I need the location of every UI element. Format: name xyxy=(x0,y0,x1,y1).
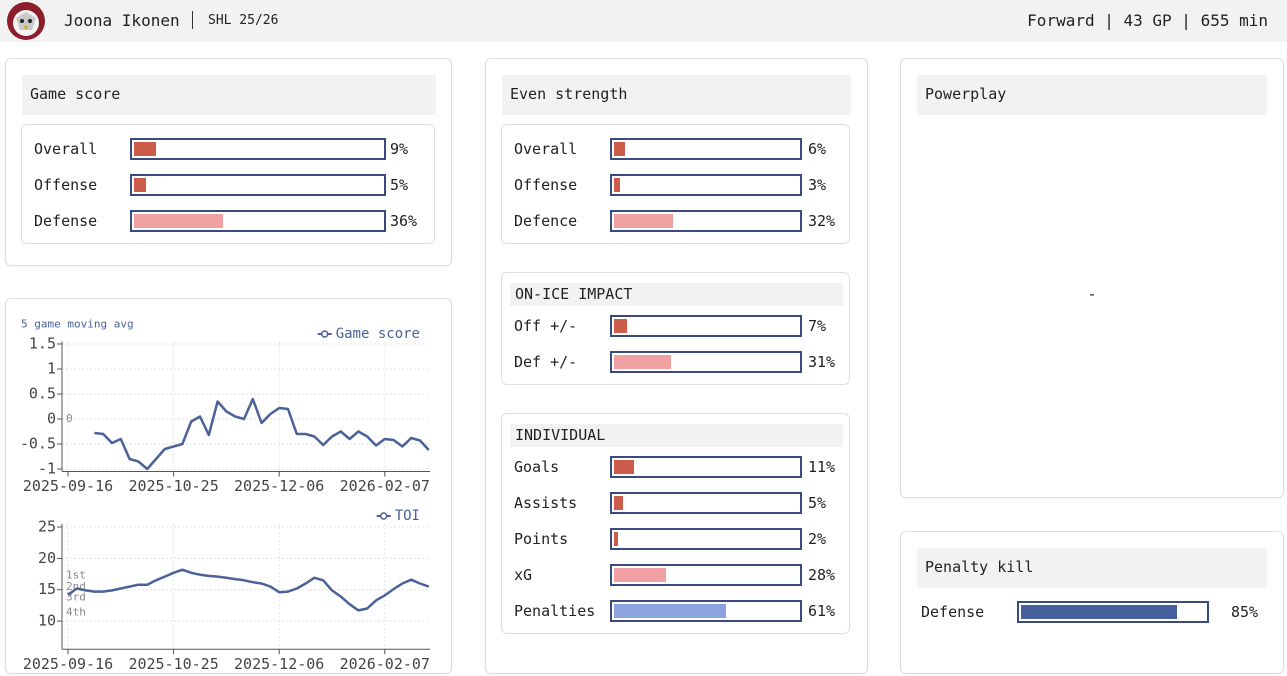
value-label: 2% xyxy=(808,530,827,548)
powerplay-panel: Powerplay - xyxy=(900,58,1284,498)
team-logo xyxy=(7,2,45,40)
bar-track xyxy=(610,456,802,478)
bar xyxy=(614,319,627,333)
bar-track xyxy=(610,351,802,373)
row-label: Defense xyxy=(921,603,985,621)
row-label: Def +/- xyxy=(514,353,578,371)
bar xyxy=(614,214,673,228)
bar xyxy=(614,142,626,156)
bar-track xyxy=(610,492,802,514)
row-label: Assists xyxy=(514,494,578,512)
row-label: xG xyxy=(514,566,533,584)
bar xyxy=(1021,605,1178,619)
row-label: Offense xyxy=(514,176,578,194)
bar-track xyxy=(130,138,386,160)
empty-value: - xyxy=(1087,285,1097,303)
bar-track xyxy=(610,600,802,622)
bar xyxy=(134,178,147,192)
row-label: Overall xyxy=(34,140,98,158)
value-label: 61% xyxy=(808,602,836,620)
panel-title: Game score xyxy=(22,75,436,115)
bar xyxy=(614,355,672,369)
bar xyxy=(614,532,618,546)
bar-track xyxy=(610,210,802,232)
value-label: 11% xyxy=(808,458,836,476)
trend-panel xyxy=(5,298,452,674)
row-label: Defence xyxy=(514,212,578,230)
header: Joona Ikonen SHL 25/26 Forward | 43 GP |… xyxy=(0,0,1287,42)
value-label: 6% xyxy=(808,140,827,158)
bar-track xyxy=(610,528,802,550)
bar xyxy=(614,568,666,582)
row-label: Points xyxy=(514,530,569,548)
bar-track xyxy=(130,174,386,196)
rows-card: ON-ICE IMPACT Off +/- 7% Def +/- 31% xyxy=(501,272,850,385)
bar-track xyxy=(610,315,802,337)
panel-title: Penalty kill xyxy=(917,548,1267,588)
value-label: 36% xyxy=(390,212,418,230)
player-name: Joona Ikonen xyxy=(64,11,180,30)
summary: Forward | 43 GP | 655 min xyxy=(1027,11,1268,30)
bar-track xyxy=(610,174,802,196)
rows-card: Overall 6% Offense 3% Defence 32% xyxy=(501,124,850,244)
bar-track xyxy=(1017,601,1209,623)
bar xyxy=(614,178,620,192)
value-label: 7% xyxy=(808,317,827,335)
value-label: 9% xyxy=(390,140,409,158)
panel-title: Even strength xyxy=(502,75,851,115)
bar xyxy=(614,460,635,474)
value-label: 28% xyxy=(808,566,836,584)
bar xyxy=(134,142,157,156)
value-label: 3% xyxy=(808,176,827,194)
bar-track xyxy=(610,564,802,586)
rows-card: Overall 9% Offense 5% Defense 36% xyxy=(21,124,435,244)
value-label: 5% xyxy=(808,494,827,512)
value-label: 31% xyxy=(808,353,836,371)
bar xyxy=(614,604,727,618)
panel-title: Powerplay xyxy=(917,75,1267,115)
row-label: Off +/- xyxy=(514,317,578,335)
bar xyxy=(134,214,224,228)
row-label: Defense xyxy=(34,212,98,230)
row-label: Offense xyxy=(34,176,98,194)
value-label: 85% xyxy=(1231,603,1259,621)
value-label: 32% xyxy=(808,212,836,230)
row-label: Overall xyxy=(514,140,578,158)
penalty-kill-panel: Penalty kill Defense 85% xyxy=(900,531,1284,674)
separator xyxy=(192,11,193,29)
group-title: INDIVIDUAL xyxy=(510,424,843,447)
bar-track xyxy=(610,138,802,160)
value-label: 5% xyxy=(390,176,409,194)
bar-track xyxy=(130,210,386,232)
season: SHL 25/26 xyxy=(208,13,279,28)
group-title: ON-ICE IMPACT xyxy=(510,283,843,306)
rows-card: INDIVIDUAL Goals 11% Assists 5% Points 2% xG 28%… xyxy=(501,413,850,634)
bar xyxy=(614,496,624,510)
row-label: Penalties xyxy=(514,602,596,620)
row-label: Goals xyxy=(514,458,560,476)
